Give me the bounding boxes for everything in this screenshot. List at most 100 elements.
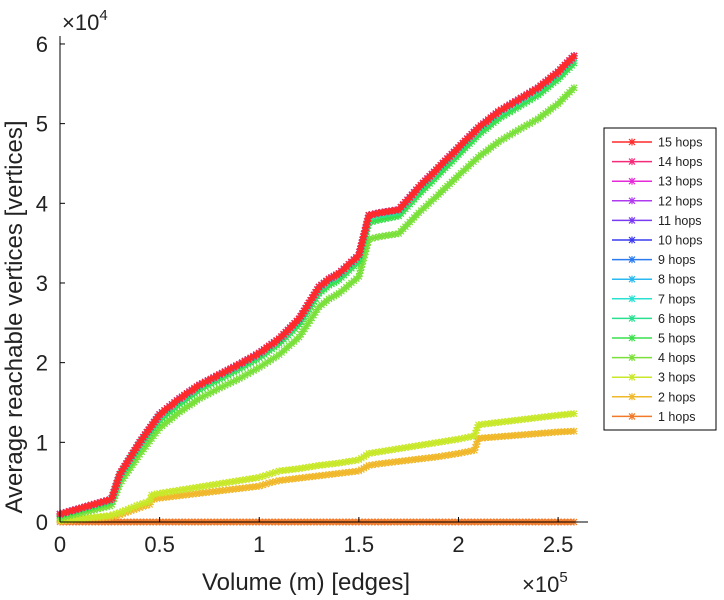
series-marker	[117, 468, 125, 476]
series-marker	[628, 275, 636, 283]
series-marker	[62, 508, 70, 516]
series-marker	[371, 210, 379, 218]
series-marker	[269, 354, 277, 362]
series-marker	[269, 478, 277, 486]
series-marker	[96, 498, 104, 506]
series-marker	[472, 440, 480, 448]
series-marker	[112, 482, 120, 490]
series-marker	[103, 503, 111, 511]
series-marker	[514, 126, 522, 134]
series-marker	[628, 236, 636, 244]
series-marker	[230, 377, 238, 385]
series-marker	[232, 376, 240, 384]
series-marker	[362, 248, 370, 256]
series-marker	[454, 435, 462, 443]
series-3-hops	[56, 410, 578, 524]
series-marker	[198, 379, 206, 387]
series-marker	[375, 216, 383, 224]
series-marker	[259, 481, 267, 489]
series-marker	[297, 312, 305, 320]
series-marker	[272, 468, 280, 476]
series-marker	[362, 451, 370, 459]
series-marker	[90, 500, 98, 508]
series-marker	[310, 311, 318, 319]
series-marker	[368, 234, 376, 242]
series-marker	[139, 499, 147, 507]
series-marker	[362, 224, 370, 232]
series-marker	[570, 84, 578, 92]
x-axis-label: Volume (m) [edges]	[202, 569, 410, 596]
legend-label: 2 hops	[658, 390, 696, 404]
series-marker	[204, 377, 212, 385]
series-marker	[81, 503, 89, 511]
series-marker	[467, 447, 475, 455]
series-marker	[461, 448, 469, 456]
y-axis-label: Average reachable vertices [vertices]	[1, 120, 28, 513]
series-marker	[360, 254, 368, 262]
series-marker	[471, 429, 479, 437]
legend-item: 14 hops	[612, 155, 702, 169]
legend-item: 3 hops	[612, 371, 696, 385]
series-marker	[365, 235, 373, 243]
series-marker	[255, 363, 263, 371]
series-marker	[355, 467, 363, 475]
series-marker	[503, 133, 511, 141]
series-marker	[127, 504, 135, 512]
series-marker	[531, 85, 539, 93]
series-marker	[195, 395, 203, 403]
series-marker	[458, 449, 466, 457]
series-marker	[213, 372, 221, 380]
series-marker	[109, 491, 117, 499]
series-marker	[244, 370, 252, 378]
series-marker	[109, 511, 117, 519]
series-marker	[570, 52, 578, 60]
legend-label: 3 hops	[658, 371, 696, 385]
legend-label: 1 hops	[658, 410, 696, 424]
series-marker	[111, 485, 119, 493]
x-tick-label: 0.5	[144, 532, 175, 557]
series-marker	[295, 315, 303, 323]
x-tick-label: 2	[452, 532, 464, 557]
series-marker	[325, 295, 333, 303]
series-marker	[520, 92, 528, 100]
legend-item: 9 hops	[612, 253, 696, 267]
legend-label: 11 hops	[658, 214, 702, 228]
series-marker	[115, 473, 123, 481]
series-marker	[330, 272, 338, 280]
series-marker	[227, 379, 235, 387]
axes-layer	[59, 36, 588, 523]
series-marker	[358, 239, 366, 247]
series-marker	[87, 501, 95, 509]
legend-label: 7 hops	[658, 292, 696, 306]
series-marker	[327, 274, 335, 282]
series-marker	[361, 251, 369, 259]
series-marker	[300, 307, 308, 315]
series-marker	[628, 158, 636, 166]
series-marker	[357, 242, 365, 250]
series-marker	[325, 275, 333, 283]
series-marker	[464, 433, 472, 441]
series-marker	[357, 454, 365, 462]
series-marker	[261, 360, 269, 368]
series-marker	[528, 118, 536, 126]
series-marker	[628, 393, 636, 401]
series-marker	[362, 463, 370, 471]
series-marker	[520, 123, 528, 131]
series-marker	[301, 325, 309, 333]
series-marker	[506, 101, 514, 109]
series-marker	[531, 116, 539, 124]
series-marker	[364, 238, 372, 246]
series-marker	[500, 135, 508, 143]
series-marker	[311, 308, 319, 316]
series-marker	[131, 446, 139, 454]
series-marker	[628, 295, 636, 303]
legend-item: 8 hops	[612, 273, 696, 287]
series-marker	[134, 441, 142, 449]
legend-label: 9 hops	[658, 253, 696, 267]
series-2-hops	[56, 427, 578, 525]
series-marker	[114, 476, 122, 484]
series-marker	[494, 108, 502, 116]
series-marker	[381, 215, 389, 223]
series-marker	[302, 322, 310, 330]
